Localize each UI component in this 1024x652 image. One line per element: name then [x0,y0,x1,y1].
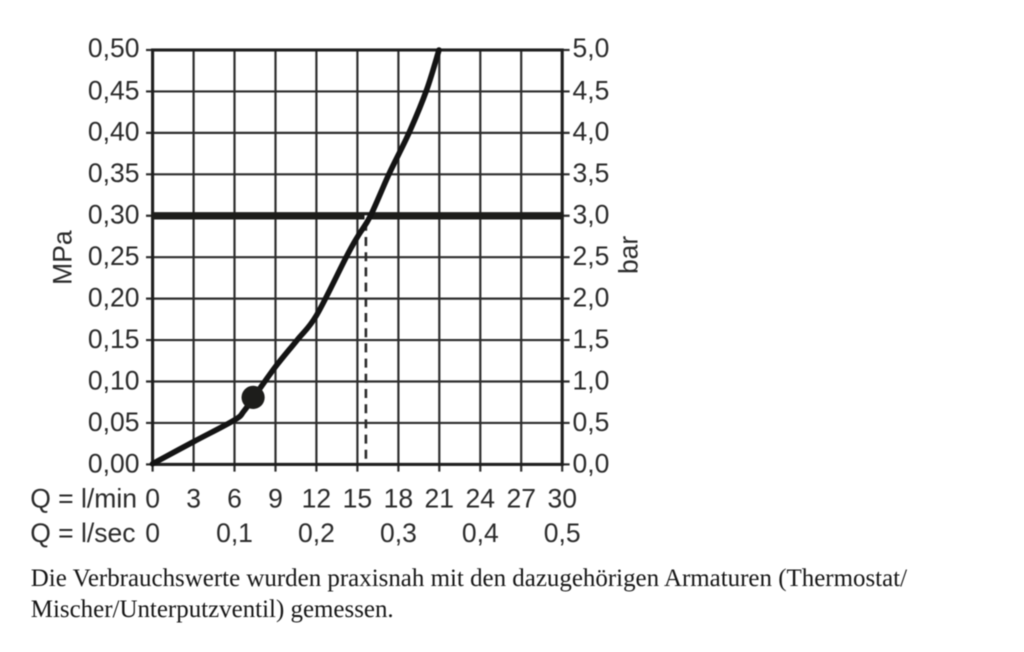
svg-text:12: 12 [302,483,331,513]
svg-text:Q = l/sec: Q = l/sec [30,518,135,548]
svg-text:6: 6 [227,483,242,513]
svg-text:bar: bar [613,236,643,274]
svg-text:0,50: 0,50 [88,33,140,63]
svg-text:3: 3 [186,483,201,513]
svg-text:0,05: 0,05 [88,407,140,437]
svg-text:0,20: 0,20 [88,283,140,313]
svg-text:0,10: 0,10 [88,365,140,395]
svg-text:0,0: 0,0 [573,448,610,478]
svg-text:0,40: 0,40 [88,117,140,147]
svg-text:0,25: 0,25 [88,241,140,271]
svg-text:4,0: 4,0 [573,117,610,147]
svg-text:24: 24 [466,483,495,513]
svg-text:0,5: 0,5 [573,407,610,437]
svg-text:30: 30 [547,483,576,513]
svg-text:21: 21 [425,483,454,513]
svg-text:9: 9 [268,483,283,513]
svg-text:0: 0 [145,518,160,548]
svg-text:2,5: 2,5 [573,241,610,271]
svg-text:15: 15 [343,483,372,513]
svg-text:1,0: 1,0 [573,365,610,395]
svg-text:0,2: 0,2 [298,518,335,548]
svg-text:0: 0 [145,483,160,513]
svg-text:18: 18 [384,483,413,513]
svg-text:0,4: 0,4 [462,518,499,548]
svg-text:27: 27 [506,483,535,513]
svg-text:0,45: 0,45 [88,75,140,105]
svg-text:5,0: 5,0 [573,33,610,63]
svg-text:0,35: 0,35 [88,158,140,188]
svg-text:1,5: 1,5 [573,324,610,354]
svg-text:MPa: MPa [48,230,78,285]
svg-text:0,30: 0,30 [88,200,140,230]
svg-text:3,0: 3,0 [573,200,610,230]
svg-text:2,0: 2,0 [573,283,610,313]
svg-text:0,1: 0,1 [216,518,253,548]
svg-text:4,5: 4,5 [573,75,610,105]
svg-text:0,3: 0,3 [380,518,417,548]
svg-text:0,15: 0,15 [88,324,140,354]
svg-text:0,00: 0,00 [88,448,140,478]
svg-text:Q = l/min: Q = l/min [30,483,137,513]
svg-text:0,5: 0,5 [544,518,581,548]
svg-text:3,5: 3,5 [573,158,610,188]
